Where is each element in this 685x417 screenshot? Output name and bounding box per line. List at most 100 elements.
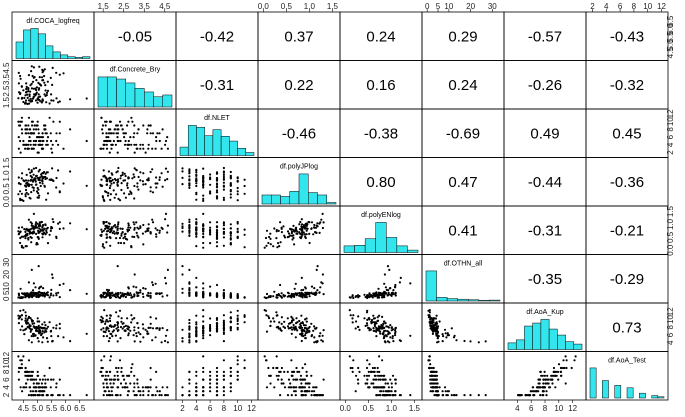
data-point	[50, 225, 53, 229]
data-point	[144, 287, 147, 290]
data-point	[38, 87, 41, 90]
data-point	[222, 244, 225, 247]
data-point	[32, 212, 36, 215]
histogram-bar	[614, 385, 622, 399]
data-point	[269, 320, 272, 323]
data-point	[27, 179, 30, 182]
data-point	[130, 370, 133, 373]
tick-label: 5.5	[46, 404, 58, 413]
tick-label: 6.0	[666, 23, 675, 35]
data-point	[37, 128, 40, 131]
data-point	[62, 227, 65, 230]
data-point	[229, 386, 232, 389]
data-point	[24, 124, 28, 127]
data-point	[188, 322, 191, 325]
data-point	[188, 382, 191, 385]
data-point	[118, 296, 122, 300]
data-point	[136, 378, 139, 381]
data-point	[428, 321, 431, 324]
data-point	[293, 243, 296, 246]
data-point	[156, 292, 159, 295]
histogram-bar	[425, 270, 437, 302]
data-point	[539, 394, 542, 397]
tick-label: 0	[2, 296, 11, 301]
data-point	[45, 337, 49, 340]
data-point	[108, 370, 111, 373]
data-point	[105, 230, 109, 233]
data-point	[209, 190, 212, 193]
data-point	[99, 234, 102, 237]
data-point	[236, 236, 239, 239]
histogram-bar	[134, 88, 145, 108]
data-point	[109, 184, 112, 187]
data-point	[279, 394, 282, 397]
tick-label: 1.5	[666, 205, 675, 217]
panel-1-0	[11, 60, 95, 110]
data-point	[131, 177, 134, 180]
data-point	[202, 199, 205, 202]
data-point	[357, 366, 360, 370]
data-point	[41, 390, 44, 393]
data-point	[301, 394, 304, 397]
data-point	[202, 326, 205, 329]
data-point	[202, 224, 205, 227]
data-point	[229, 182, 232, 185]
data-point	[117, 223, 120, 226]
data-point	[215, 195, 219, 198]
data-point	[280, 322, 283, 325]
data-point	[21, 226, 24, 229]
data-point	[542, 390, 545, 393]
data-point	[44, 84, 47, 87]
data-point	[147, 326, 150, 329]
data-point	[24, 230, 27, 233]
data-point	[50, 288, 53, 291]
data-point	[41, 182, 44, 185]
data-point	[110, 180, 113, 183]
data-point	[28, 196, 31, 199]
histogram-bar	[204, 135, 214, 156]
variable-label: df.AoA_Test	[608, 358, 646, 365]
data-point	[537, 390, 540, 393]
data-point	[104, 190, 107, 193]
data-point	[195, 394, 198, 397]
data-point	[144, 386, 147, 389]
data-point	[133, 124, 136, 127]
data-point	[116, 170, 119, 173]
data-point	[222, 227, 225, 230]
data-point	[127, 332, 130, 335]
data-point	[49, 229, 52, 232]
data-point	[291, 328, 294, 331]
data-point	[151, 283, 155, 287]
data-point	[164, 212, 168, 215]
data-point	[373, 323, 376, 326]
panel-4-5: 0.41	[421, 205, 505, 255]
data-point	[357, 382, 360, 385]
data-point	[42, 394, 45, 397]
data-point	[22, 139, 25, 143]
data-point	[222, 184, 225, 187]
data-point	[215, 241, 219, 244]
data-point	[126, 325, 129, 328]
data-point	[20, 128, 23, 131]
data-point	[195, 182, 198, 185]
data-point	[209, 390, 212, 393]
data-point	[37, 265, 40, 268]
data-point	[55, 139, 58, 143]
data-point	[58, 327, 61, 330]
data-point	[69, 98, 72, 101]
histogram-bar	[261, 194, 272, 205]
data-point	[141, 323, 144, 326]
data-point	[299, 228, 302, 231]
data-point	[272, 295, 275, 298]
data-point	[45, 229, 48, 232]
data-point	[280, 378, 283, 381]
data-point	[119, 325, 123, 329]
data-point	[104, 120, 107, 123]
panel-5-3	[257, 254, 341, 304]
data-point	[115, 124, 118, 127]
data-point	[433, 326, 436, 329]
data-point	[382, 322, 385, 325]
data-point	[443, 386, 447, 389]
data-point	[236, 293, 239, 296]
data-point	[34, 183, 38, 186]
